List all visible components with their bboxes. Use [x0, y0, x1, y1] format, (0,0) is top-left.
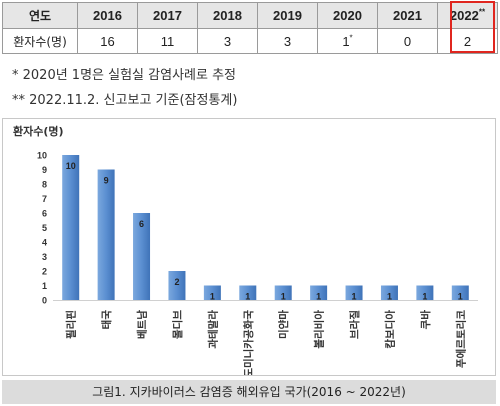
count-cell: 3 — [257, 28, 318, 54]
table-count-row: 환자수(명) 16 11 3 3 1* 0 2 — [2, 28, 498, 54]
data-label: 6 — [139, 219, 144, 229]
year-footnote-mark: ** — [478, 7, 486, 17]
data-label: 1 — [210, 292, 215, 302]
data-label: 9 — [104, 176, 109, 186]
y-tick-label: 0 — [42, 296, 47, 306]
x-tick-label: 푸에르토리코 — [454, 310, 467, 368]
count-cell: 11 — [137, 28, 198, 54]
figure-caption: 그림1. 지카바이러스 감염증 해외유입 국가(2016 ~ 2022년) — [2, 380, 496, 404]
x-tick-label: 필리핀 — [65, 310, 78, 339]
y-tick-label: 7 — [42, 194, 47, 204]
footnote-1: * 2020년 1명은 실험실 감염사례로 추정 — [12, 68, 236, 83]
x-tick-label: 볼리비아 — [313, 310, 326, 349]
count-cell: 16 — [77, 28, 138, 54]
x-tick-label: 도미니카공화국 — [242, 310, 255, 375]
data-label: 2 — [174, 277, 179, 287]
y-tick-label: 9 — [42, 165, 47, 175]
bar — [345, 285, 363, 300]
data-label: 1 — [422, 292, 427, 302]
y-tick-label: 5 — [42, 223, 47, 233]
table-header-row: 연도 2016 2017 2018 2019 2020 2021 2022** — [2, 2, 498, 29]
y-tick-label: 8 — [42, 180, 47, 190]
bar — [97, 169, 115, 300]
data-label: 10 — [66, 161, 76, 171]
year-cell: 2018 — [197, 2, 258, 29]
year-cell: 2021 — [377, 2, 438, 29]
data-label: 1 — [387, 292, 392, 302]
count-cell: 2 — [437, 28, 498, 54]
x-tick-label: 과테말라 — [206, 310, 219, 349]
bar — [239, 285, 257, 300]
year-cell: 2017 — [137, 2, 198, 29]
y-tick-label: 4 — [42, 238, 47, 248]
y-axis-label: 환자수(명) — [13, 124, 64, 138]
year-cell: 2020 — [317, 2, 378, 29]
bar — [62, 155, 80, 300]
bar — [416, 285, 434, 300]
data-label: 1 — [281, 292, 286, 302]
x-tick-label: 브라질 — [348, 310, 361, 339]
x-tick-label: 몰디브 — [171, 310, 184, 339]
yearly-cases-table: 연도 2016 2017 2018 2019 2020 2021 2022** … — [2, 2, 498, 54]
bar — [168, 271, 186, 300]
bar — [310, 285, 328, 300]
x-tick-label: 태국 — [100, 310, 113, 330]
data-label: 1 — [352, 292, 357, 302]
x-tick-label: 베트남 — [136, 310, 149, 339]
row-label: 환자수(명) — [2, 28, 78, 54]
x-tick-label: 캄보디아 — [383, 310, 396, 349]
x-tick-label: 쿠바 — [419, 310, 432, 330]
data-label: 1 — [458, 292, 463, 302]
count-cell: 1* — [317, 28, 378, 54]
y-tick-label: 3 — [42, 252, 47, 262]
y-tick-label: 6 — [42, 209, 47, 219]
chart-frame: 환자수(명) 0 1 2 3 4 5 6 7 8 9 10 10 필리핀 9 태국 6 베트남 2 몰디브 1 과테말라 1… — [2, 118, 496, 376]
count-cell: 3 — [197, 28, 258, 54]
year-cell: 2016 — [77, 2, 138, 29]
x-tick-label: 미얀마 — [277, 310, 290, 339]
bar — [203, 285, 221, 300]
bar — [133, 213, 151, 300]
bar-chart: 환자수(명) 0 1 2 3 4 5 6 7 8 9 10 10 필리핀 9 태국 6 베트남 2 몰디브 1 과테말라 1… — [13, 124, 478, 375]
bar — [380, 285, 398, 300]
count-cell: 0 — [377, 28, 438, 54]
y-tick-label: 10 — [37, 151, 47, 161]
data-label: 1 — [316, 292, 321, 302]
data-label: 1 — [245, 292, 250, 302]
y-tick-label: 2 — [42, 267, 47, 277]
y-tick-label: 1 — [42, 281, 47, 291]
year-cell: 2022** — [437, 2, 498, 29]
footnote-2: ** 2022.11.2. 신고보고 기준(잠정통계) — [12, 93, 238, 108]
bar — [274, 285, 292, 300]
header-label: 연도 — [2, 2, 78, 29]
year-cell: 2019 — [257, 2, 318, 29]
count-footnote-mark: * — [349, 33, 353, 43]
bar — [451, 285, 469, 300]
